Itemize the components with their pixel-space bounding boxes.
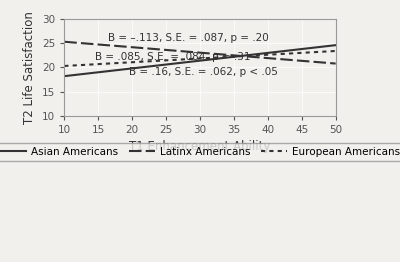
Text: B = .16, S.E. = .062, p < .05: B = .16, S.E. = .062, p < .05 xyxy=(129,67,278,77)
X-axis label: T1 Enhancement Ability: T1 Enhancement Ability xyxy=(129,140,271,154)
Text: B = –.113, S.E. = .087, p = .20: B = –.113, S.E. = .087, p = .20 xyxy=(108,33,269,43)
Text: B = .085, S.E. = .084, p = .31: B = .085, S.E. = .084, p = .31 xyxy=(95,52,250,62)
Y-axis label: T2 Life Satisfaction: T2 Life Satisfaction xyxy=(24,11,36,124)
Legend: Asian Americans, Latinx Americans, European Americans: Asian Americans, Latinx Americans, Europ… xyxy=(0,143,400,161)
